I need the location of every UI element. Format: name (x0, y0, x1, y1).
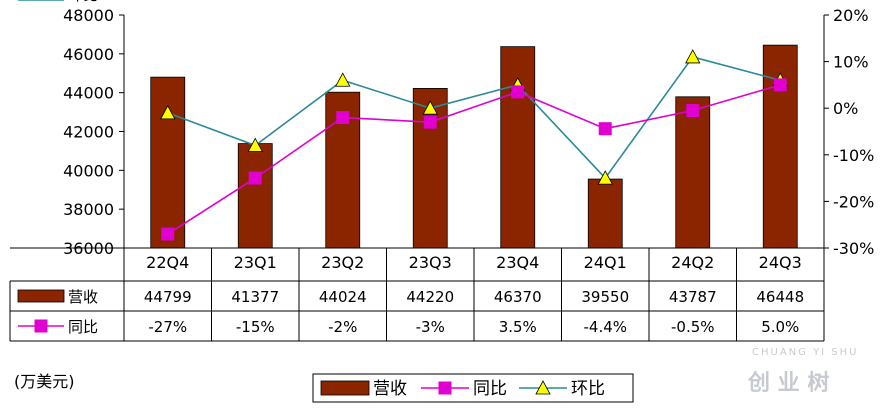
bar-revenue (587, 178, 623, 249)
point-square (336, 111, 350, 125)
table-key-marker (34, 319, 48, 333)
watermark-cn-text: 创 业 树 (747, 370, 829, 396)
point-square (423, 115, 437, 129)
table-cell-value: 43787 (669, 288, 717, 306)
table-row-name: 环比 (68, 0, 98, 4)
watermark: CHUANG YI SHU 创 业 树 (747, 347, 859, 396)
category-label: 23Q4 (496, 253, 539, 272)
point-triangle (685, 49, 701, 64)
point-square (686, 104, 700, 118)
table-cell-value: 44220 (406, 288, 454, 306)
point-triangle (247, 137, 263, 152)
left-tick-label: 44000 (63, 84, 114, 103)
bars-layer (150, 44, 798, 249)
bar-revenue (237, 143, 273, 249)
right-tick-label: -10% (833, 146, 874, 165)
left-tick-label: 40000 (63, 161, 114, 180)
table-key-bar (17, 289, 65, 303)
legend-label-qoq: 环比 (571, 379, 605, 399)
data-table: 22Q4 23Q1 23Q2 23Q3 23Q4 24Q1 24Q2 24Q3 营收 44799 4… (9, 0, 825, 342)
category-label: 23Q2 (321, 253, 364, 272)
table-cell-value: -0.5% (671, 318, 715, 336)
point-square (248, 171, 262, 185)
legend-key-bar (320, 380, 370, 396)
unit-label: (万美元) (14, 372, 75, 391)
table-cell-value: 46370 (494, 288, 542, 306)
table-cell-value: -8% (241, 0, 270, 4)
table-cell-value: 39550 (581, 288, 629, 306)
legend-key-marker (438, 381, 452, 395)
table-cell-value: -1% (153, 0, 182, 4)
category-label: 24Q2 (671, 253, 714, 272)
table-cell-value: 0% (418, 0, 442, 4)
bar-revenue (675, 96, 711, 249)
watermark-brand-text: CHUANG YI SHU (752, 347, 859, 358)
point-triangle (597, 170, 613, 185)
right-tick-label: 10% (833, 53, 869, 72)
table-cell-value: -2% (328, 318, 357, 336)
table-cell-value: 46448 (756, 288, 804, 306)
table-cell-value: 44799 (144, 288, 192, 306)
point-triangle (335, 72, 351, 87)
point-triangle (422, 100, 438, 115)
axes-layer: 4800046000440004200040000380003600020%10… (63, 6, 874, 258)
point-triangle (160, 105, 176, 120)
table-cell-value: -15% (236, 318, 275, 336)
right-tick-label: -20% (833, 192, 874, 211)
category-label: 23Q1 (234, 253, 277, 272)
point-square (161, 227, 175, 241)
right-tick-label: 0% (833, 99, 858, 118)
table-cell-value: 3.5% (499, 318, 537, 336)
category-label: 24Q3 (759, 253, 802, 272)
category-label: 24Q1 (584, 253, 627, 272)
bar-revenue (150, 76, 186, 249)
point-square (773, 78, 787, 92)
line-square (167, 84, 781, 235)
left-tick-label: 48000 (63, 6, 114, 25)
table-cell-value: 11% (676, 0, 709, 4)
table-cell-value: -15% (586, 0, 625, 4)
table-cell-value: 44024 (319, 288, 367, 306)
table-cell-value: 41377 (231, 288, 279, 306)
table-cell-value: 6% (331, 0, 355, 4)
category-label: 22Q4 (146, 253, 189, 272)
legend: 营收 同比 环比 (312, 373, 634, 403)
bar-revenue (500, 46, 536, 249)
table-cell-value: -27% (148, 318, 187, 336)
left-tick-label: 38000 (63, 200, 114, 219)
left-tick-label: 42000 (63, 123, 114, 142)
table-cell-value: -4.4% (583, 318, 627, 336)
right-tick-label: 20% (833, 6, 869, 25)
left-tick-label: 46000 (63, 45, 114, 64)
line-triangle (167, 56, 781, 180)
table-cell-value: 6% (768, 0, 792, 4)
table-cell-value: 5% (506, 0, 530, 4)
legend-key-marker (535, 380, 551, 395)
bar-revenue (412, 87, 448, 249)
right-tick-label: -30% (833, 239, 874, 258)
table-cell-value: 5.0% (761, 318, 799, 336)
table-row-name: 营收 (68, 288, 98, 306)
legend-label-yoy: 同比 (473, 379, 507, 399)
point-square (598, 122, 612, 136)
category-label: 23Q3 (409, 253, 452, 272)
point-square (511, 85, 525, 99)
legend-label-revenue: 营收 (373, 379, 407, 399)
table-cell-value: -3% (416, 318, 445, 336)
table-row-name: 同比 (68, 318, 98, 336)
lines-layer (160, 49, 788, 241)
